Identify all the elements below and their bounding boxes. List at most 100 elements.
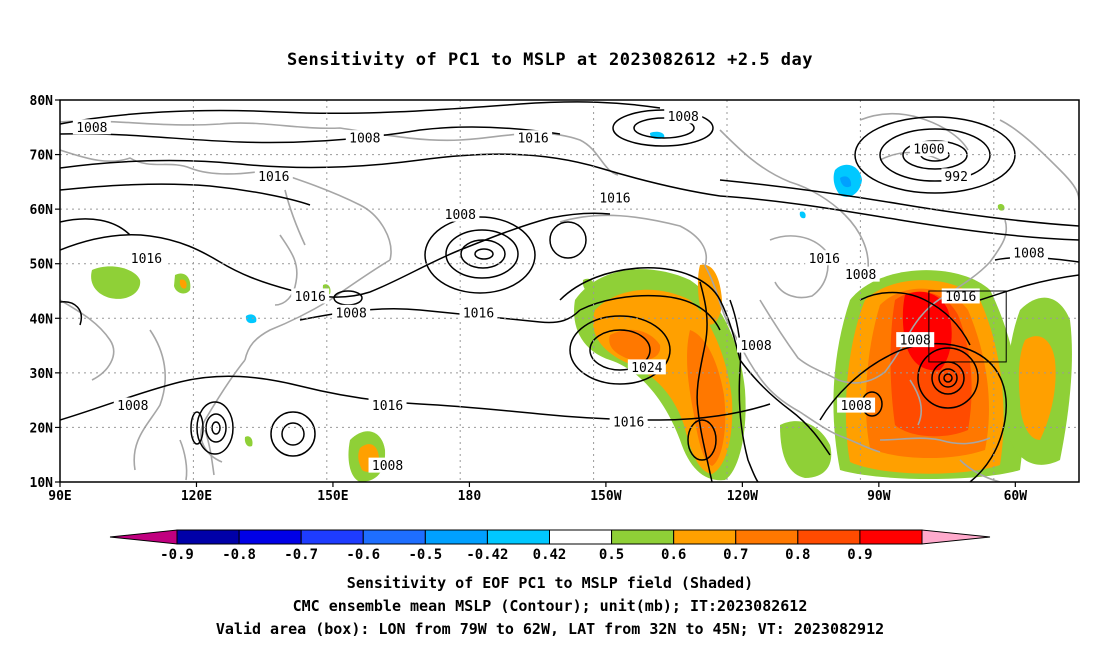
colorbar-label: 0.8 (785, 547, 810, 563)
contour-label-bg (113, 397, 152, 413)
contour-label: 1016 (295, 290, 326, 305)
map-frame (59, 99, 1080, 483)
lat-tick-label: 40N (30, 312, 54, 327)
colorbar-label: 0.9 (847, 547, 872, 563)
lat-tick-label: 60N (30, 203, 54, 218)
contour-label: 1016 (809, 252, 840, 267)
contour-label-bg (737, 337, 776, 353)
contour-label: 1016 (372, 399, 403, 414)
contour-label-bg (664, 108, 703, 124)
lat-tick-label: 20N (30, 421, 54, 436)
contour-label: 1016 (599, 192, 630, 207)
lon-tick-label: 150W (590, 489, 621, 504)
longitude-axis: 90E 120E 150E 180 150W 120W 90W 60W (48, 482, 1027, 504)
contour-label-bg (332, 304, 371, 320)
colorbar-label: -0.8 (222, 547, 256, 563)
colorbar-label: -0.6 (346, 547, 380, 563)
map-title: Sensitivity of PC1 to MSLP at 2023082612… (286, 50, 813, 70)
contour-label: 1008 (845, 268, 876, 283)
contour-label: 1016 (517, 132, 548, 147)
contour-label-bg (459, 304, 498, 320)
colorbar-label: -0.9 (160, 547, 194, 563)
contour-label: 1024 (631, 361, 662, 376)
colorbar-swatch (176, 529, 240, 545)
contour-label: 1016 (258, 170, 289, 185)
contour-label-bg (609, 413, 648, 429)
contour-label-bg (514, 130, 553, 146)
colorbar-label: -0.5 (408, 547, 442, 563)
contour-label-bg (805, 250, 844, 266)
colorbar-label: 0.5 (599, 547, 624, 563)
contour-label: 1016 (945, 290, 976, 305)
contour-label: 1016 (131, 252, 162, 267)
colorbar-swatch (486, 529, 550, 545)
lat-tick-label: 70N (30, 149, 54, 164)
contour-label: 1016 (463, 306, 494, 321)
contour-label-bg (441, 206, 480, 222)
valid-area-box (928, 290, 1007, 363)
lon-tick-label: 90W (867, 489, 891, 504)
caption-valid-area: Valid area (box): LON from 79W to 62W, L… (215, 620, 885, 638)
contour-label-bg (896, 332, 935, 348)
caption-shaded: Sensitivity of EOF PC1 to MSLP field (Sh… (346, 574, 754, 592)
lon-tick-label: 120E (181, 489, 212, 504)
contour-label-bg (368, 397, 407, 413)
colorbar-label: 0.42 (533, 547, 567, 563)
latitude-axis: 80N 70N 60N 50N 40N 30N 20N 10N (30, 94, 60, 491)
contour-label: 1008 (900, 334, 931, 349)
contour-label: 1008 (445, 208, 476, 223)
colorbar-swatch (238, 529, 302, 545)
lon-tick-label: 180 (458, 489, 482, 504)
colorbar-swatch (797, 529, 861, 545)
contour-label: 992 (944, 170, 967, 185)
contour-label: 1000 (913, 143, 944, 158)
colorbar-label: -0.42 (466, 547, 508, 563)
colorbar-label: 0.7 (723, 547, 748, 563)
colorbar-swatch (859, 529, 923, 545)
colorbar-swatch (611, 529, 675, 545)
contour-label-bg (368, 457, 407, 473)
lon-tick-label: 150E (317, 489, 348, 504)
lon-tick-label: 120W (727, 489, 758, 504)
lat-tick-label: 50N (30, 258, 54, 273)
contour-label-bg (72, 119, 111, 135)
contour-label-bg (627, 359, 666, 375)
contour-label-bg (841, 266, 880, 282)
contour-label-bg (909, 141, 948, 157)
lat-tick-label: 80N (30, 94, 54, 109)
contour-label: 1008 (76, 121, 107, 136)
contour-label-bg (1009, 244, 1048, 260)
colorbar-label: -0.7 (284, 547, 318, 563)
contour-label-bg (345, 130, 384, 146)
contour-label-bg (127, 250, 166, 266)
colorbar-under-triangle (109, 529, 178, 545)
colorbar-swatch (673, 529, 737, 545)
contour-label: 1008 (372, 459, 403, 474)
contour-label-bg (595, 190, 634, 206)
caption-contour: CMC ensemble mean MSLP (Contour); unit(m… (292, 597, 808, 615)
colorbar-swatch (362, 529, 426, 545)
contour-label-bg (291, 288, 330, 304)
colorbar: -0.9 -0.8 -0.7 -0.6 -0.5 -0.42 0.42 0.5 0.6 0.7 0.… (109, 529, 991, 563)
colorbar-over-triangle (921, 529, 991, 545)
colorbar-swatch (300, 529, 364, 545)
lat-tick-label: 30N (30, 367, 54, 382)
contour-label: 1008 (740, 339, 771, 354)
contour-label: 1008 (117, 399, 148, 414)
colorbar-swatch (735, 529, 799, 545)
contour-label: 1008 (840, 399, 871, 414)
lon-tick-label: 60W (1004, 489, 1028, 504)
contour-label-bg (941, 168, 971, 184)
colorbar-swatch (424, 529, 488, 545)
contour-label: 1016 (613, 415, 644, 430)
contour-label-bg (837, 397, 876, 413)
colorbar-swatch (549, 529, 613, 545)
lon-tick-label: 90E (48, 489, 71, 504)
colorbar-label: 0.6 (661, 547, 686, 563)
contour-label-bg (254, 168, 293, 184)
contour-label: 1008 (668, 110, 699, 125)
contour-label: 1008 (335, 306, 366, 321)
graticule (60, 100, 1079, 482)
contour-label-bg (941, 288, 980, 304)
